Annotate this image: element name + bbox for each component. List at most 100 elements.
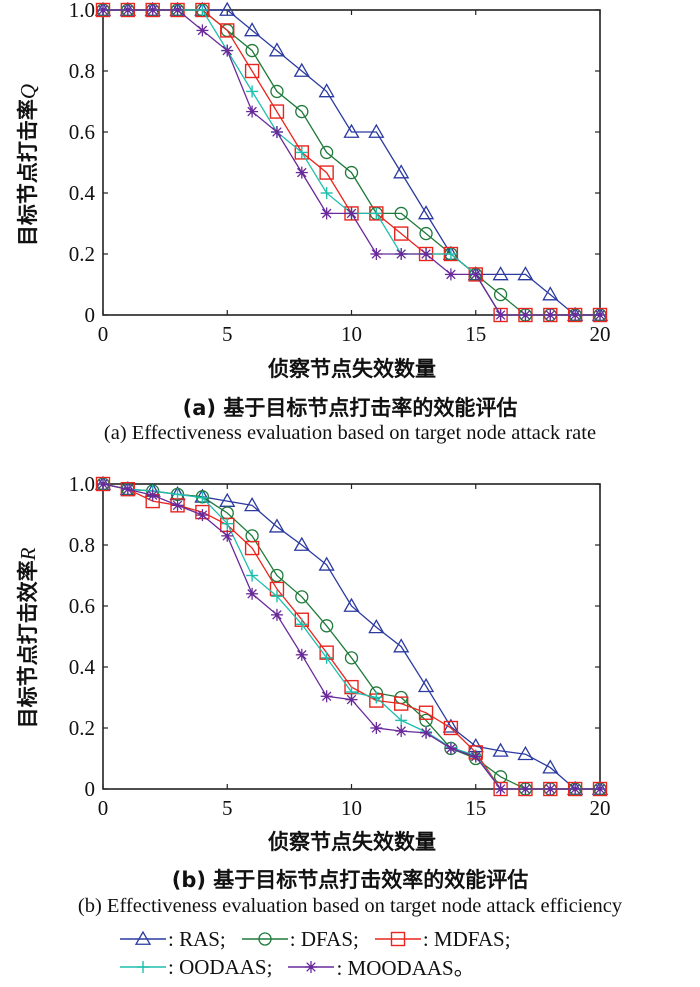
data-point-ras — [219, 1, 236, 16]
series-ras — [94, 475, 609, 795]
data-point-ras — [393, 638, 410, 653]
data-point-oodaas — [196, 4, 209, 16]
y-axis-label-main: 目标节点打击效率 — [16, 560, 40, 728]
series-line-moodaas — [103, 9, 600, 316]
caption-b-cn: (b) 基于目标节点打击效率的效能评估 — [171, 868, 529, 892]
series-line-oodaas — [102, 483, 600, 790]
series-layer — [94, 475, 609, 797]
data-point-mdfas — [418, 705, 434, 720]
x-axis-label: 侦察节点失效数量 — [268, 830, 436, 854]
data-point-dfas — [319, 619, 334, 633]
series-oodaas — [97, 478, 606, 795]
data-point-dfas — [493, 287, 508, 302]
data-point-mdfas — [269, 104, 285, 119]
data-point-oodaas — [370, 207, 383, 220]
y-tick-label: 0.8 — [69, 59, 95, 83]
series-dfas — [96, 477, 607, 796]
data-point-ras — [517, 266, 534, 281]
data-point-ras — [293, 62, 310, 77]
data-point-moodaas — [246, 105, 259, 118]
data-point-mdfas — [394, 696, 409, 711]
data-point-moodaas — [420, 248, 433, 260]
axes: 0 5 10 15 20 0 0.2 0.4 0.6 0.8 1.0 — [69, 0, 611, 346]
data-point-oodaas — [295, 618, 308, 631]
y-tick-label: 0 — [85, 303, 96, 327]
y-axis-label-var: Q — [16, 84, 40, 99]
series-ras — [94, 1, 609, 321]
data-point-moodaas — [519, 783, 532, 795]
series-oodaas — [97, 4, 606, 321]
legend-swatch-oodaas — [120, 961, 166, 973]
y-tick-label: 0.6 — [69, 120, 95, 144]
data-point-moodaas — [395, 248, 408, 260]
data-point-ras — [393, 164, 410, 179]
data-point-oodaas — [444, 248, 457, 260]
data-point-ras — [343, 123, 360, 138]
series-line-ras — [102, 483, 600, 790]
series-layer — [94, 1, 609, 323]
data-point-moodaas — [370, 248, 383, 260]
legend-swatch-ras — [120, 930, 166, 945]
data-point-ras — [243, 497, 261, 512]
data-point-moodaas — [270, 126, 283, 138]
data-point-moodaas — [569, 783, 582, 795]
data-point-oodaas — [295, 146, 308, 159]
y-axis-label-main: 目标节点打击率 — [16, 99, 40, 246]
data-point-moodaas — [320, 690, 333, 703]
series-line-mdfas — [103, 9, 600, 316]
data-point-ras — [517, 745, 534, 761]
x-tick-label: 10 — [341, 322, 362, 346]
data-point-ras — [318, 83, 335, 98]
data-point-moodaas — [196, 24, 209, 37]
data-point-moodaas — [395, 725, 408, 738]
y-tick-label: 0.4 — [69, 181, 96, 205]
data-point-moodaas — [420, 726, 433, 739]
data-point-dfas — [270, 568, 284, 583]
series-line-moodaas — [102, 483, 600, 790]
data-point-moodaas — [146, 489, 159, 502]
data-point-moodaas — [469, 268, 482, 281]
data-point-moodaas — [196, 509, 209, 522]
data-point-oodaas — [270, 590, 283, 603]
series-line-dfas — [103, 9, 600, 316]
data-point-dfas — [394, 206, 408, 221]
legend-label-oodaas: : OODAAS; — [168, 954, 273, 979]
y-axis-label: 目标节点打击效率R — [16, 547, 40, 728]
data-point-ras — [542, 286, 559, 301]
data-point-moodaas — [444, 742, 457, 755]
legend-row-1: : RAS; : DFAS; : MDFAS; — [118, 927, 525, 951]
data-point-dfas — [245, 43, 259, 58]
legend-item-oodaas: : OODAAS; — [118, 955, 272, 980]
data-point-mdfas — [294, 145, 309, 160]
data-point-moodaas — [221, 529, 234, 542]
legend-swatch-dfas — [241, 932, 288, 946]
legend-label-moodaas: : MOODAAS。 — [336, 956, 475, 980]
data-point-mdfas — [244, 63, 260, 79]
series-mdfas — [95, 476, 608, 797]
data-point-oodaas — [171, 488, 184, 501]
data-point-mdfas — [244, 540, 260, 556]
x-tick-label: 5 — [222, 796, 233, 820]
data-point-moodaas — [544, 309, 557, 321]
data-point-moodaas — [544, 783, 557, 795]
y-tick-label: 1.0 — [69, 472, 95, 496]
data-point-oodaas — [246, 85, 259, 98]
data-point-ras — [368, 123, 385, 138]
data-point-moodaas — [97, 478, 109, 490]
data-point-dfas — [319, 145, 334, 160]
data-point-moodaas — [121, 483, 134, 496]
data-point-ras — [368, 619, 385, 634]
x-tick-label: 0 — [98, 796, 109, 820]
data-point-ras — [542, 759, 559, 774]
legend-item-moodaas: : MOODAAS。 — [286, 952, 475, 982]
caption-a-cn: (a) 基于目标节点打击率的效能评估 — [182, 396, 518, 420]
y-tick-label: 0.6 — [69, 594, 95, 618]
legend-item-ras: : RAS; — [118, 927, 226, 952]
y-tick-label: 0.2 — [69, 242, 95, 266]
data-point-moodaas — [594, 309, 606, 321]
data-point-moodaas — [345, 207, 358, 220]
data-point-ras — [492, 266, 509, 281]
data-point-moodaas — [320, 207, 333, 220]
y-axis-label: 目标节点打击率Q — [16, 84, 40, 246]
data-point-moodaas — [444, 268, 457, 281]
